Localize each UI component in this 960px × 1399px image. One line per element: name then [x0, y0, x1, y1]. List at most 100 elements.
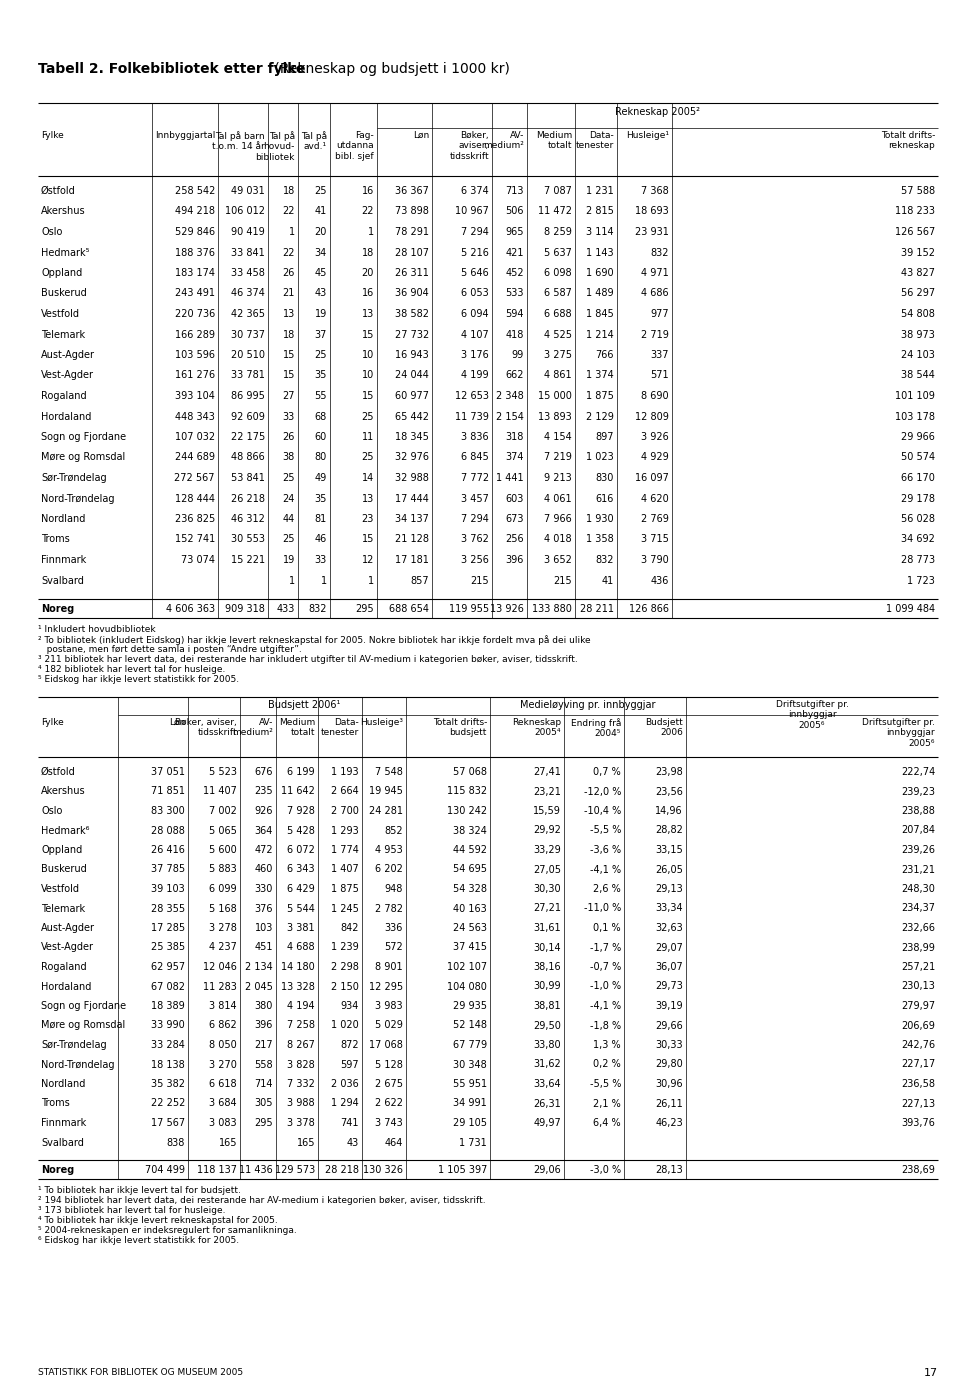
- Text: ⁵ 2004-rekneskapen er indeksregulert for samanlikninga.: ⁵ 2004-rekneskapen er indeksregulert for…: [38, 1226, 297, 1235]
- Text: 20 510: 20 510: [231, 350, 265, 360]
- Text: Vestfold: Vestfold: [41, 884, 80, 894]
- Text: 54 808: 54 808: [901, 309, 935, 319]
- Text: 39 152: 39 152: [901, 248, 935, 257]
- Text: 8 690: 8 690: [641, 390, 669, 402]
- Text: 28 218: 28 218: [325, 1165, 359, 1175]
- Text: 239,23: 239,23: [901, 786, 935, 796]
- Text: Oppland: Oppland: [41, 269, 83, 278]
- Text: 2 154: 2 154: [496, 411, 524, 421]
- Text: 3 083: 3 083: [209, 1118, 237, 1128]
- Text: 7 294: 7 294: [461, 227, 489, 236]
- Text: 330: 330: [254, 884, 273, 894]
- Text: 8 267: 8 267: [287, 1039, 315, 1051]
- Text: 12 809: 12 809: [636, 411, 669, 421]
- Text: 295: 295: [254, 1118, 273, 1128]
- Text: 688 654: 688 654: [389, 604, 429, 614]
- Text: 832: 832: [595, 555, 614, 565]
- Text: 5 883: 5 883: [209, 865, 237, 874]
- Text: 1 489: 1 489: [587, 288, 614, 298]
- Text: 38 324: 38 324: [453, 825, 487, 835]
- Text: -10,4 %: -10,4 %: [584, 806, 621, 816]
- Text: 24 103: 24 103: [901, 350, 935, 360]
- Text: 704 499: 704 499: [145, 1165, 185, 1175]
- Text: 433: 433: [276, 604, 295, 614]
- Text: 7 368: 7 368: [641, 186, 669, 196]
- Text: 460: 460: [254, 865, 273, 874]
- Text: 934: 934: [341, 1002, 359, 1011]
- Text: -0,7 %: -0,7 %: [589, 963, 621, 972]
- Text: 572: 572: [384, 943, 403, 953]
- Text: 4 929: 4 929: [641, 452, 669, 463]
- Text: 217: 217: [254, 1039, 273, 1051]
- Text: 594: 594: [506, 309, 524, 319]
- Text: Noreg: Noreg: [41, 1165, 74, 1175]
- Text: 27 732: 27 732: [395, 330, 429, 340]
- Text: 1 875: 1 875: [331, 884, 359, 894]
- Text: 17: 17: [924, 1368, 938, 1378]
- Text: 279,97: 279,97: [900, 1002, 935, 1011]
- Text: 1 105 397: 1 105 397: [438, 1165, 487, 1175]
- Text: Buskerud: Buskerud: [41, 865, 86, 874]
- Text: 24 563: 24 563: [453, 923, 487, 933]
- Text: 5 523: 5 523: [209, 767, 237, 776]
- Text: 248,30: 248,30: [901, 884, 935, 894]
- Text: 42 365: 42 365: [231, 309, 265, 319]
- Text: Vest-Agder: Vest-Agder: [41, 371, 94, 381]
- Text: 4 688: 4 688: [287, 943, 315, 953]
- Text: 5 128: 5 128: [375, 1059, 403, 1069]
- Text: Rogaland: Rogaland: [41, 963, 86, 972]
- Text: 418: 418: [506, 330, 524, 340]
- Text: 6 053: 6 053: [461, 288, 489, 298]
- Text: 22: 22: [282, 207, 295, 217]
- Text: 17 567: 17 567: [151, 1118, 185, 1128]
- Text: 3 743: 3 743: [375, 1118, 403, 1128]
- Text: -4,1 %: -4,1 %: [589, 1002, 621, 1011]
- Text: 452: 452: [505, 269, 524, 278]
- Text: Rogaland: Rogaland: [41, 390, 86, 402]
- Text: 92 609: 92 609: [231, 411, 265, 421]
- Text: 27,21: 27,21: [533, 904, 561, 914]
- Text: 43: 43: [315, 288, 327, 298]
- Text: 26,11: 26,11: [656, 1098, 683, 1108]
- Text: 33 781: 33 781: [231, 371, 265, 381]
- Text: 393,76: 393,76: [901, 1118, 935, 1128]
- Text: 27,05: 27,05: [533, 865, 561, 874]
- Text: 7 332: 7 332: [287, 1079, 315, 1088]
- Text: 23,56: 23,56: [655, 786, 683, 796]
- Text: 448 343: 448 343: [175, 411, 215, 421]
- Text: Budsjett
2006: Budsjett 2006: [645, 718, 683, 737]
- Text: 741: 741: [341, 1118, 359, 1128]
- Text: ¹ To bibliotek har ikkje levert tal for budsjett.: ¹ To bibliotek har ikkje levert tal for …: [38, 1186, 241, 1195]
- Text: 39 103: 39 103: [152, 884, 185, 894]
- Text: 2 129: 2 129: [587, 411, 614, 421]
- Text: 40 163: 40 163: [453, 904, 487, 914]
- Text: 1 294: 1 294: [331, 1098, 359, 1108]
- Text: Vest-Agder: Vest-Agder: [41, 943, 94, 953]
- Text: 103 178: 103 178: [895, 411, 935, 421]
- Text: -5,5 %: -5,5 %: [589, 1079, 621, 1088]
- Text: 128 444: 128 444: [175, 494, 215, 504]
- Text: -3,0 %: -3,0 %: [589, 1165, 621, 1175]
- Text: 376: 376: [254, 904, 273, 914]
- Text: 46: 46: [315, 534, 327, 544]
- Text: 81: 81: [315, 513, 327, 525]
- Text: 295: 295: [355, 604, 374, 614]
- Text: 30,14: 30,14: [534, 943, 561, 953]
- Text: 73 898: 73 898: [396, 207, 429, 217]
- Text: 44 592: 44 592: [453, 845, 487, 855]
- Text: 30,33: 30,33: [656, 1039, 683, 1051]
- Text: 55: 55: [315, 390, 327, 402]
- Text: 222,74: 222,74: [900, 767, 935, 776]
- Text: 13: 13: [362, 309, 374, 319]
- Text: 44: 44: [283, 513, 295, 525]
- Text: 2 782: 2 782: [375, 904, 403, 914]
- Text: 1 023: 1 023: [587, 452, 614, 463]
- Text: 506: 506: [506, 207, 524, 217]
- Text: 18 693: 18 693: [636, 207, 669, 217]
- Text: 23,21: 23,21: [533, 786, 561, 796]
- Text: 29,73: 29,73: [655, 982, 683, 992]
- Text: 236,58: 236,58: [901, 1079, 935, 1088]
- Text: Telemark: Telemark: [41, 904, 85, 914]
- Text: 1 690: 1 690: [587, 269, 614, 278]
- Text: Medium
totalt: Medium totalt: [278, 718, 315, 737]
